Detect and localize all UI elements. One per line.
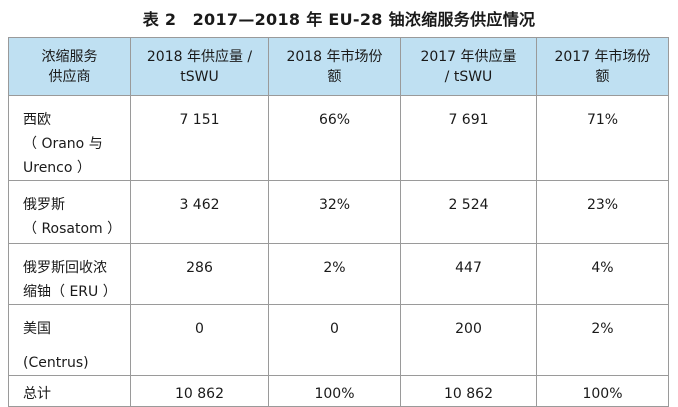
- share-2017-cell: 23%: [536, 180, 669, 244]
- provider-text: 总计: [23, 386, 51, 402]
- share-2017-cell: 2%: [536, 304, 669, 376]
- header-text: 2018 年供应量 /: [146, 48, 253, 65]
- provider-text: (Centrus): [23, 355, 89, 371]
- supply-2017-cell: 7 691: [400, 95, 537, 181]
- provider-text: 俄罗斯回收浓: [23, 260, 107, 276]
- provider-cell: 美国 (Centrus): [8, 304, 131, 376]
- header-row: 浓缩服务 供应商 2018 年供应量 / tSWU 2018 年市场份 额 20…: [8, 37, 669, 96]
- supply-2018-cell: 0: [130, 304, 269, 376]
- table-row: 西欧 （ Orano 与 Urenco ） 7 151 66% 7 691 71…: [8, 95, 669, 181]
- table-row-total: 总计 10 862 100% 10 862 100%: [8, 375, 669, 407]
- provider-cell: 俄罗斯 （ Rosatom ）: [8, 180, 131, 244]
- provider-cell: 俄罗斯回收浓 缩铀（ ERU ）: [8, 243, 131, 305]
- supply-2017-cell: 447: [400, 243, 537, 305]
- header-text: tSWU: [180, 68, 219, 85]
- header-text: / tSWU: [444, 68, 493, 85]
- header-supply-2018: 2018 年供应量 / tSWU: [130, 37, 269, 96]
- table-row: 俄罗斯回收浓 缩铀（ ERU ） 286 2% 447 4%: [8, 243, 669, 305]
- header-text: 浓缩服务: [41, 48, 98, 65]
- table-row: 美国 (Centrus) 0 0 200 2%: [8, 304, 669, 376]
- share-2017-cell: 4%: [536, 243, 669, 305]
- supply-2018-cell: 10 862: [130, 375, 269, 407]
- supply-2018-cell: 7 151: [130, 95, 269, 181]
- provider-cell: 西欧 （ Orano 与 Urenco ）: [8, 95, 131, 181]
- provider-text: 美国: [23, 321, 51, 337]
- header-text: 供应商: [48, 68, 91, 85]
- share-2018-cell: 0: [268, 304, 401, 376]
- share-2018-cell: 2%: [268, 243, 401, 305]
- header-supply-2017: 2017 年供应量 / tSWU: [400, 37, 537, 96]
- share-2018-cell: 100%: [268, 375, 401, 407]
- table-row: 俄罗斯 （ Rosatom ） 3 462 32% 2 524 23%: [8, 180, 669, 244]
- header-share-2018: 2018 年市场份 额: [268, 37, 401, 96]
- share-2018-cell: 66%: [268, 95, 401, 181]
- supply-2018-cell: 3 462: [130, 180, 269, 244]
- header-text: 2017 年供应量: [420, 48, 517, 65]
- share-2018-cell: 32%: [268, 180, 401, 244]
- provider-text: 俄罗斯: [23, 197, 65, 213]
- provider-text: Urenco ）: [23, 160, 91, 176]
- provider-text: （ Rosatom ）: [23, 221, 122, 237]
- supply-2017-cell: 200: [400, 304, 537, 376]
- header-text: 2018 年市场份: [286, 48, 383, 65]
- table-caption: 表 2 2017—2018 年 EU-28 铀浓缩服务供应情况: [142, 10, 536, 29]
- uranium-enrichment-table: 浓缩服务 供应商 2018 年供应量 / tSWU 2018 年市场份 额 20…: [8, 37, 669, 407]
- header-text: 2017 年市场份: [554, 48, 651, 65]
- supply-2018-cell: 286: [130, 243, 269, 305]
- provider-cell: 总计: [8, 375, 131, 407]
- supply-2017-cell: 10 862: [400, 375, 537, 407]
- provider-text: 西欧: [23, 112, 51, 128]
- provider-text: 缩铀（ ERU ）: [23, 284, 117, 300]
- provider-text: （ Orano 与: [23, 136, 103, 152]
- header-text: 额: [595, 68, 610, 85]
- share-2017-cell: 71%: [536, 95, 669, 181]
- header-text: 额: [327, 68, 342, 85]
- header-provider: 浓缩服务 供应商: [8, 37, 131, 96]
- supply-2017-cell: 2 524: [400, 180, 537, 244]
- header-share-2017: 2017 年市场份 额: [536, 37, 669, 96]
- share-2017-cell: 100%: [536, 375, 669, 407]
